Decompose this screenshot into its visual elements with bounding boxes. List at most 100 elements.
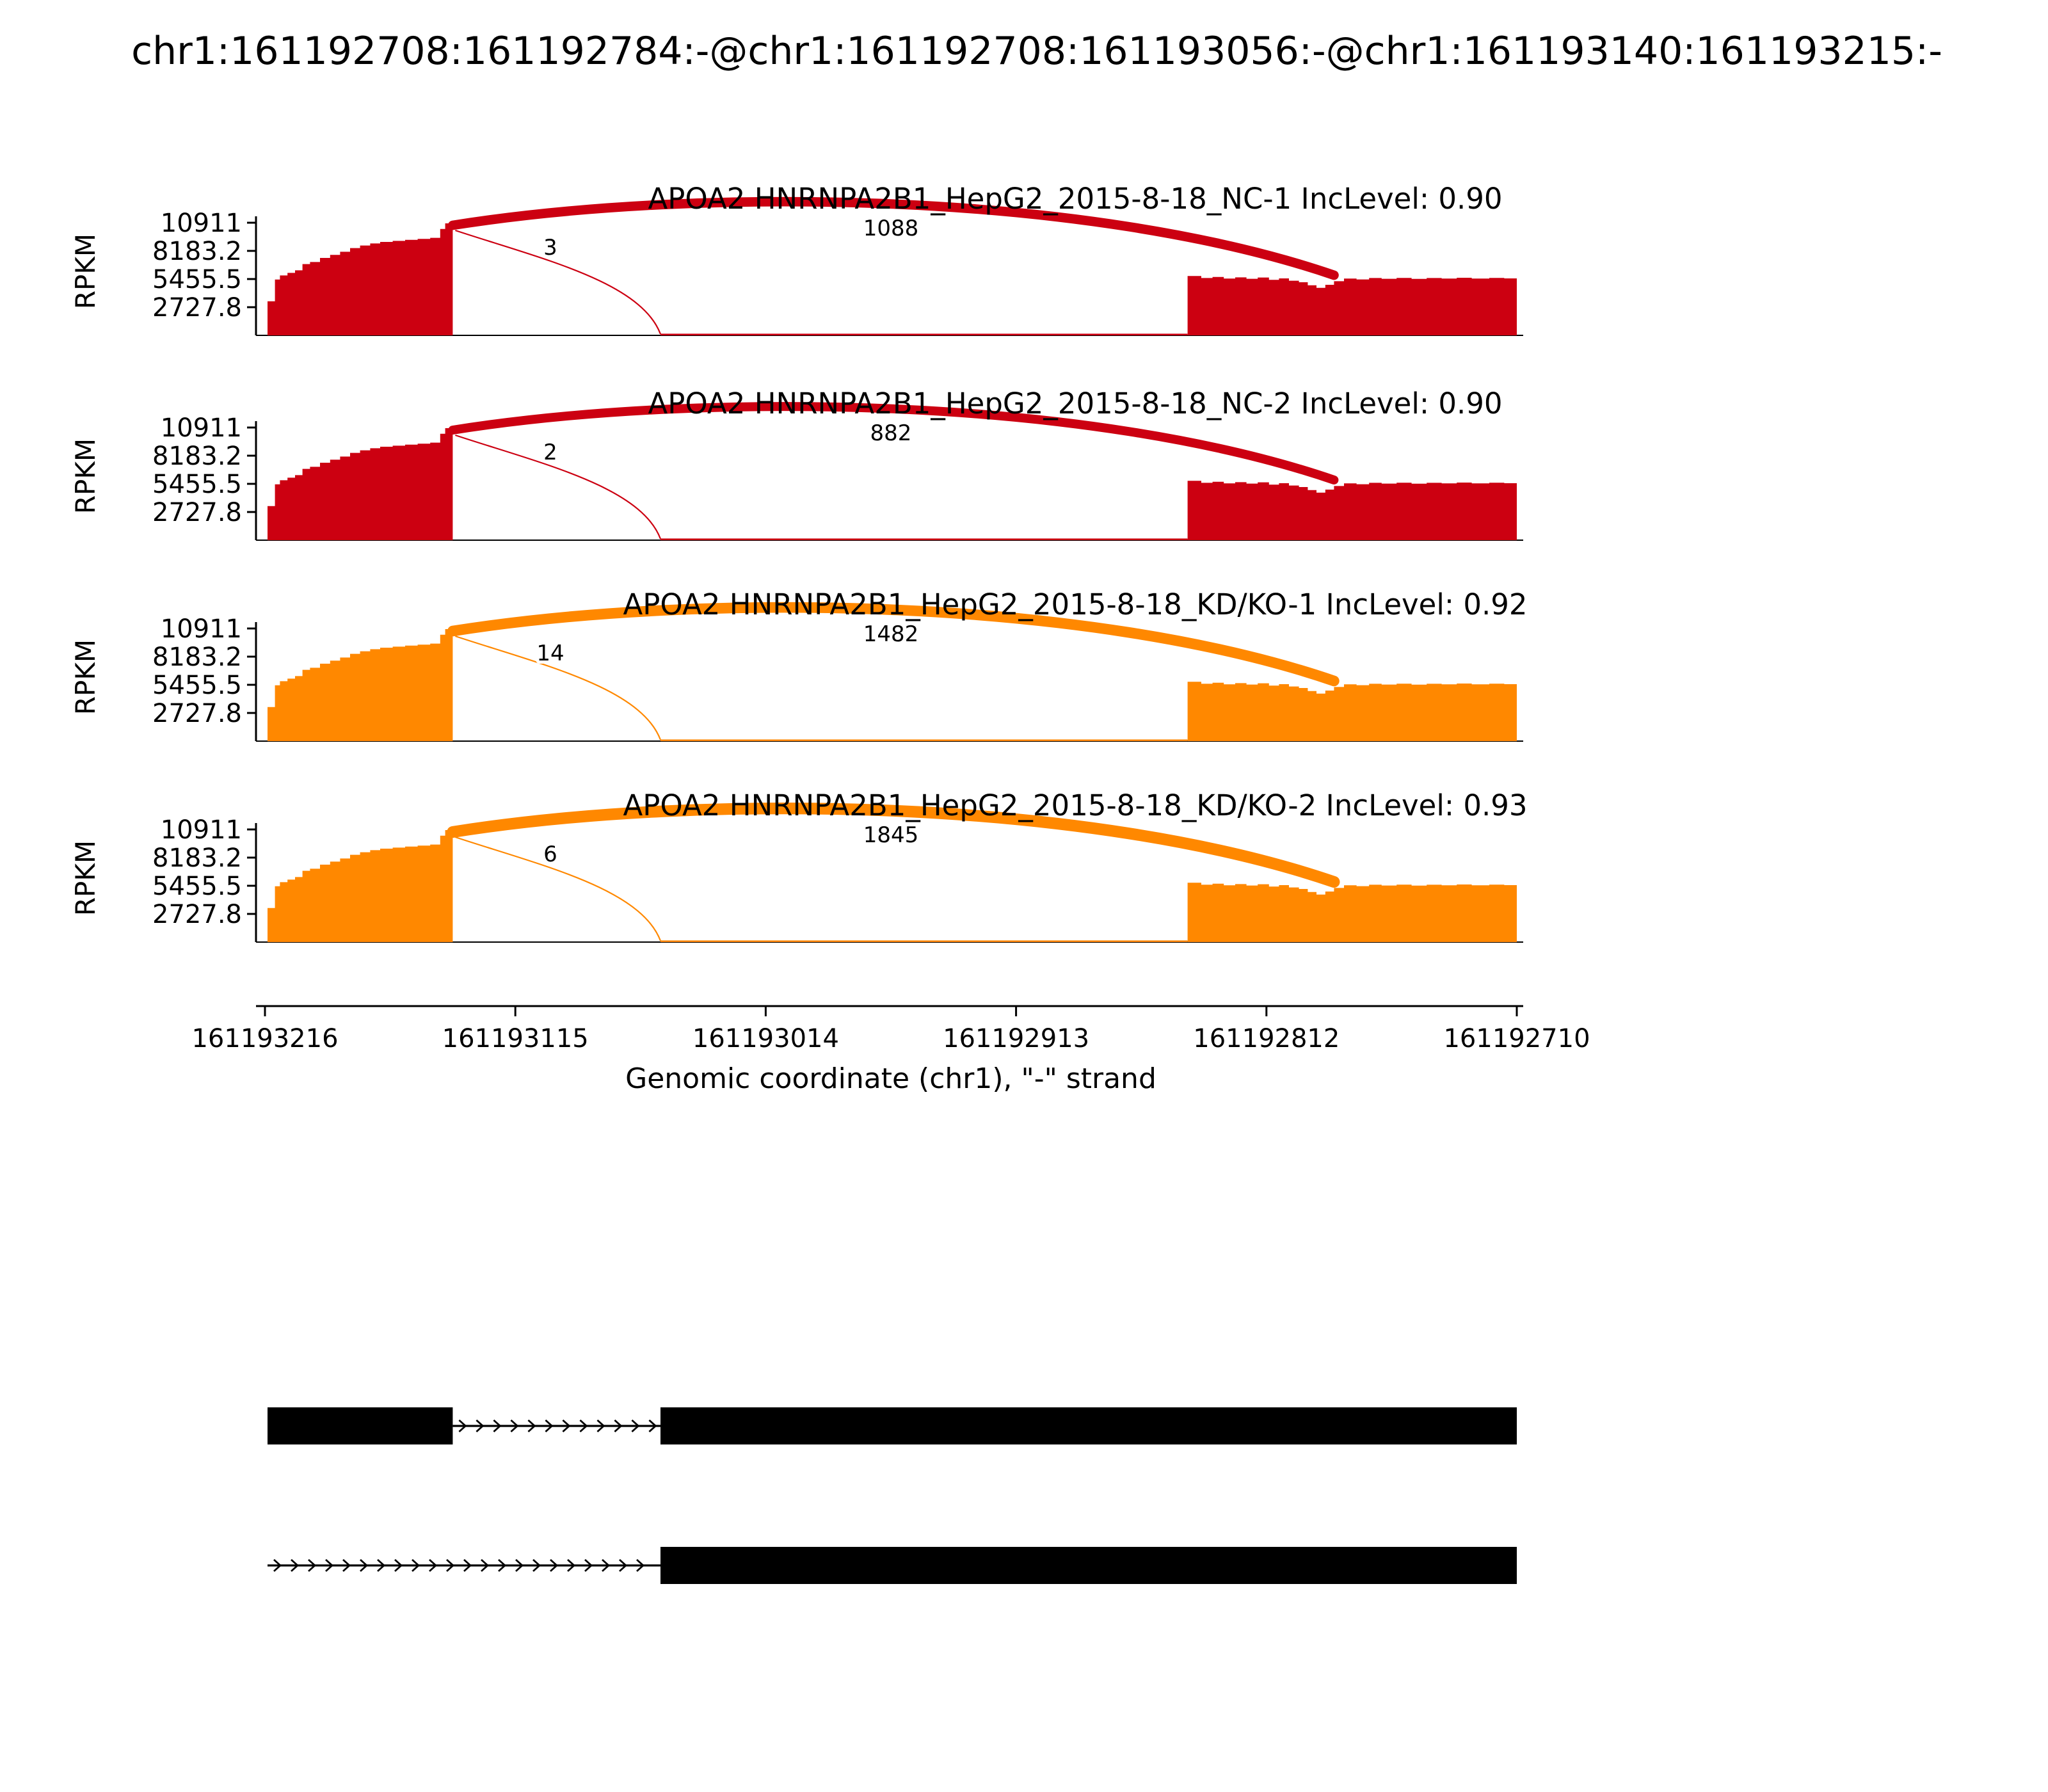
strand-arrow-icon	[394, 1558, 403, 1572]
y-tick-label: 2727.8	[152, 699, 242, 728]
major-junction-count: 1482	[863, 621, 919, 647]
track-title: APOA2 HNRNPA2B1_HepG2_2015-8-18_NC-1 Inc…	[648, 182, 1502, 216]
strand-arrow-icon	[273, 1558, 282, 1572]
strand-arrow-icon	[498, 1558, 507, 1572]
strand-arrow-icon	[291, 1558, 300, 1572]
strand-arrow-icon	[636, 1558, 645, 1572]
track-title: APOA2 HNRNPA2B1_HepG2_2015-8-18_NC-2 Inc…	[648, 387, 1502, 420]
strand-arrow-icon	[481, 1558, 490, 1572]
minor-junction-count: 2	[543, 440, 557, 465]
y-tick-label: 8183.2	[152, 237, 242, 266]
coverage-upstream-exon	[268, 829, 453, 942]
strand-arrow-icon	[567, 1558, 576, 1572]
y-tick-label: 2727.8	[152, 498, 242, 527]
coverage-downstream-exon	[1187, 276, 1517, 335]
minor-junction-count: 6	[543, 842, 557, 867]
isoform-2	[268, 1547, 1517, 1584]
strand-arrow-icon	[510, 1419, 519, 1433]
minor-junction-arc	[455, 434, 662, 540]
strand-arrow-icon	[429, 1558, 438, 1572]
strand-arrow-icon	[476, 1419, 484, 1433]
x-tick-label: 161193216	[191, 1024, 338, 1053]
track-title: APOA2 HNRNPA2B1_HepG2_2015-8-18_KD/KO-2 …	[623, 788, 1527, 822]
minor-junction-arc	[455, 635, 662, 740]
y-tick-label: 5455.5	[152, 872, 242, 901]
y-axis-title: RPKM	[70, 438, 101, 514]
y-tick-label: 5455.5	[152, 470, 242, 499]
y-axis-title: RPKM	[70, 639, 101, 715]
strand-arrow-icon	[648, 1419, 657, 1433]
coverage-upstream-exon	[268, 628, 453, 741]
coverage-intron-low	[660, 538, 1188, 540]
minor-junction-arc	[455, 229, 662, 335]
minor-junction-count: 14	[536, 641, 564, 666]
coverage-downstream-exon	[1187, 481, 1517, 540]
strand-arrow-icon	[360, 1558, 369, 1572]
y-axis-title: RPKM	[70, 840, 101, 916]
y-tick-label: 8183.2	[152, 643, 242, 672]
strand-arrow-icon	[562, 1419, 571, 1433]
exon-box	[660, 1407, 1517, 1444]
strand-arrow-icon	[584, 1558, 593, 1572]
strand-arrow-icon	[532, 1558, 541, 1572]
strand-arrow-icon	[550, 1558, 559, 1572]
major-junction-count: 882	[870, 420, 912, 446]
strand-arrow-icon	[446, 1558, 455, 1572]
strand-arrow-icon	[308, 1558, 317, 1572]
major-junction-arc	[448, 402, 1339, 484]
strand-arrow-icon	[602, 1558, 611, 1572]
strand-arrow-icon	[596, 1419, 605, 1433]
figure-title: chr1:161192708:161192784:-@chr1:16119270…	[131, 29, 1942, 74]
y-tick-label: 10911	[161, 815, 242, 845]
y-tick-label: 10911	[161, 614, 242, 644]
strand-arrow-icon	[527, 1419, 536, 1433]
major-junction-arc	[447, 602, 1340, 687]
x-tick-label: 161193115	[442, 1024, 589, 1053]
x-axis-label: Genomic coordinate (chr1), "-" strand	[625, 1062, 1156, 1095]
strand-arrow-icon	[493, 1419, 502, 1433]
isoform-1	[268, 1407, 1517, 1444]
strand-arrow-icon	[463, 1558, 472, 1572]
track-title: APOA2 HNRNPA2B1_HepG2_2015-8-18_KD/KO-1 …	[623, 588, 1527, 621]
minor-junction-arc	[455, 836, 662, 941]
strand-arrow-icon	[579, 1419, 588, 1433]
y-tick-label: 10911	[161, 413, 242, 443]
x-tick-label: 161193014	[692, 1024, 839, 1053]
major-junction-count: 1845	[863, 822, 919, 848]
coverage-upstream-exon	[268, 428, 453, 540]
coverage-intron-low	[660, 333, 1188, 335]
coverage-downstream-exon	[1187, 883, 1517, 942]
gene-model-annotation	[268, 1407, 1517, 1584]
x-tick-label: 161192913	[943, 1024, 1089, 1053]
x-axis: Genomic coordinate (chr1), "-" strand 16…	[191, 1005, 1590, 1095]
strand-arrow-icon	[412, 1558, 420, 1572]
strand-arrow-icon	[342, 1558, 351, 1572]
coverage-intron-low	[660, 739, 1188, 741]
strand-arrow-icon	[619, 1558, 628, 1572]
coverage-downstream-exon	[1187, 682, 1517, 741]
major-junction-count: 1088	[863, 216, 919, 241]
y-tick-label: 8183.2	[152, 442, 242, 471]
major-junction-arc	[447, 803, 1340, 888]
minor-junction-count: 3	[543, 235, 557, 260]
exon-box	[660, 1547, 1517, 1584]
strand-arrow-icon	[631, 1419, 640, 1433]
major-junction-arc	[448, 196, 1339, 280]
y-tick-label: 10911	[161, 209, 242, 238]
x-tick-label: 161192710	[1443, 1024, 1590, 1053]
y-tick-label: 8183.2	[152, 844, 242, 873]
x-tick-label: 161192812	[1193, 1024, 1340, 1053]
exon-box	[268, 1407, 453, 1444]
strand-arrow-icon	[458, 1419, 467, 1433]
coverage-upstream-exon	[268, 223, 453, 335]
strand-arrow-icon	[325, 1558, 334, 1572]
coverage-intron-low	[660, 940, 1188, 942]
y-tick-label: 2727.8	[152, 293, 242, 323]
strand-arrow-icon	[545, 1419, 554, 1433]
